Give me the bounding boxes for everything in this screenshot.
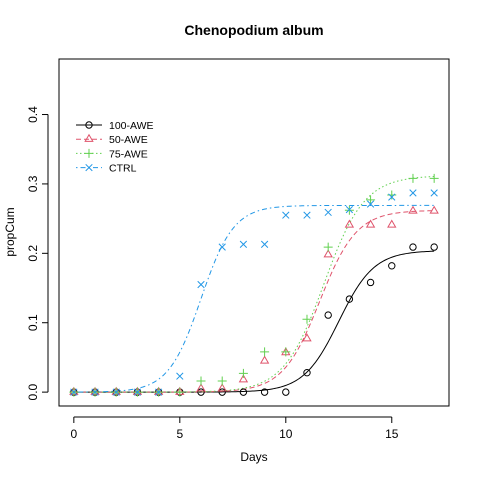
x-tick-label: 0	[70, 427, 77, 441]
y-tick-label: 0.0	[26, 383, 40, 400]
data-point-75-awe	[217, 376, 227, 386]
data-point-ctrl	[133, 388, 142, 396]
data-point-ctrl	[388, 193, 396, 201]
data-point-100-awe	[197, 388, 205, 396]
data-point-100-awe	[303, 368, 311, 377]
legend-marker-75-awe	[84, 148, 94, 158]
data-point-ctrl	[282, 211, 290, 219]
data-point-ctrl	[303, 211, 311, 219]
data-point-100-awe	[345, 295, 354, 303]
data-point-ctrl	[239, 240, 248, 248]
data-point-100-awe	[239, 388, 248, 396]
y-tick-label: 0.2	[26, 245, 40, 262]
data-point-75-awe	[366, 195, 376, 205]
legend-label-ctrl: CTRL	[109, 163, 137, 175]
fit-curve-ctrl	[73, 204, 435, 393]
data-point-50-awe	[365, 219, 376, 228]
data-point-100-awe	[282, 388, 290, 396]
data-point-ctrl	[345, 205, 354, 214]
data-point-75-awe	[408, 173, 418, 183]
data-point-100-awe	[260, 388, 269, 396]
data-point-50-awe	[196, 383, 206, 392]
data-point-ctrl	[260, 240, 269, 248]
legend-label-50-awe: 50-AWE	[109, 134, 148, 146]
data-point-ctrl	[70, 388, 78, 396]
data-point-ctrl	[324, 208, 332, 217]
y-tick-label: 0.3	[26, 175, 40, 192]
data-point-ctrl	[366, 200, 375, 208]
data-point-ctrl	[176, 372, 184, 380]
data-point-75-awe	[429, 173, 439, 183]
data-point-50-awe	[217, 383, 227, 392]
data-point-75-awe	[387, 190, 397, 200]
legend-label-75-awe: 75-AWE	[109, 148, 148, 160]
legend-marker-50-awe	[84, 133, 94, 142]
x-tick-label: 10	[279, 427, 293, 441]
data-point-ctrl	[91, 388, 99, 396]
data-point-100-awe	[324, 311, 332, 319]
x-tick-label: 15	[385, 427, 399, 441]
data-point-100-awe	[409, 243, 417, 251]
legend-marker-100-awe	[85, 121, 93, 129]
data-point-75-awe	[175, 387, 185, 397]
data-point-50-awe	[302, 333, 312, 342]
x-axis-title: Days	[240, 450, 267, 464]
fit-curve-50-awe	[73, 210, 435, 393]
data-point-75-awe	[302, 314, 312, 324]
y-axis-title: propCum	[3, 207, 17, 256]
data-points	[69, 173, 439, 397]
plot-frame	[58, 58, 450, 407]
y-tick-label: 0.1	[26, 314, 40, 331]
data-point-50-awe	[238, 374, 249, 383]
data-point-50-awe	[344, 219, 355, 228]
data-point-100-awe	[388, 262, 396, 270]
data-point-ctrl	[409, 189, 417, 197]
data-point-75-awe	[323, 242, 333, 252]
legend: 100-AWE 50-AWE 75-AWE CTRL	[76, 120, 154, 175]
data-point-50-awe	[259, 355, 270, 364]
fit-curve-75-awe	[73, 176, 435, 393]
data-point-50-awe	[323, 249, 333, 258]
chart-title: Chenopodium album	[184, 22, 323, 38]
data-point-75-awe	[196, 376, 206, 386]
data-point-100-awe	[430, 243, 438, 251]
data-point-100-awe	[218, 388, 226, 396]
data-point-50-awe	[408, 205, 418, 214]
y-tick-label: 0.4	[26, 106, 40, 123]
data-point-75-awe	[238, 368, 248, 378]
legend-marker-ctrl	[85, 163, 93, 172]
data-point-100-awe	[366, 278, 375, 287]
fitted-curves	[73, 176, 435, 393]
x-axis: 0 5 10 15	[70, 416, 399, 441]
data-point-75-awe	[260, 347, 270, 357]
data-point-ctrl	[218, 243, 226, 251]
data-point-50-awe	[429, 205, 439, 214]
x-tick-label: 5	[176, 427, 183, 441]
y-axis: 0.0 0.1 0.2 0.3 0.4	[26, 106, 49, 400]
data-point-50-awe	[387, 219, 397, 228]
data-point-ctrl	[430, 189, 438, 197]
fit-curve-100-awe	[73, 250, 435, 393]
data-point-ctrl	[154, 388, 163, 396]
data-point-ctrl	[197, 280, 205, 289]
data-point-75-awe	[281, 347, 291, 357]
data-point-ctrl	[112, 388, 120, 396]
legend-label-100-awe: 100-AWE	[109, 120, 154, 132]
